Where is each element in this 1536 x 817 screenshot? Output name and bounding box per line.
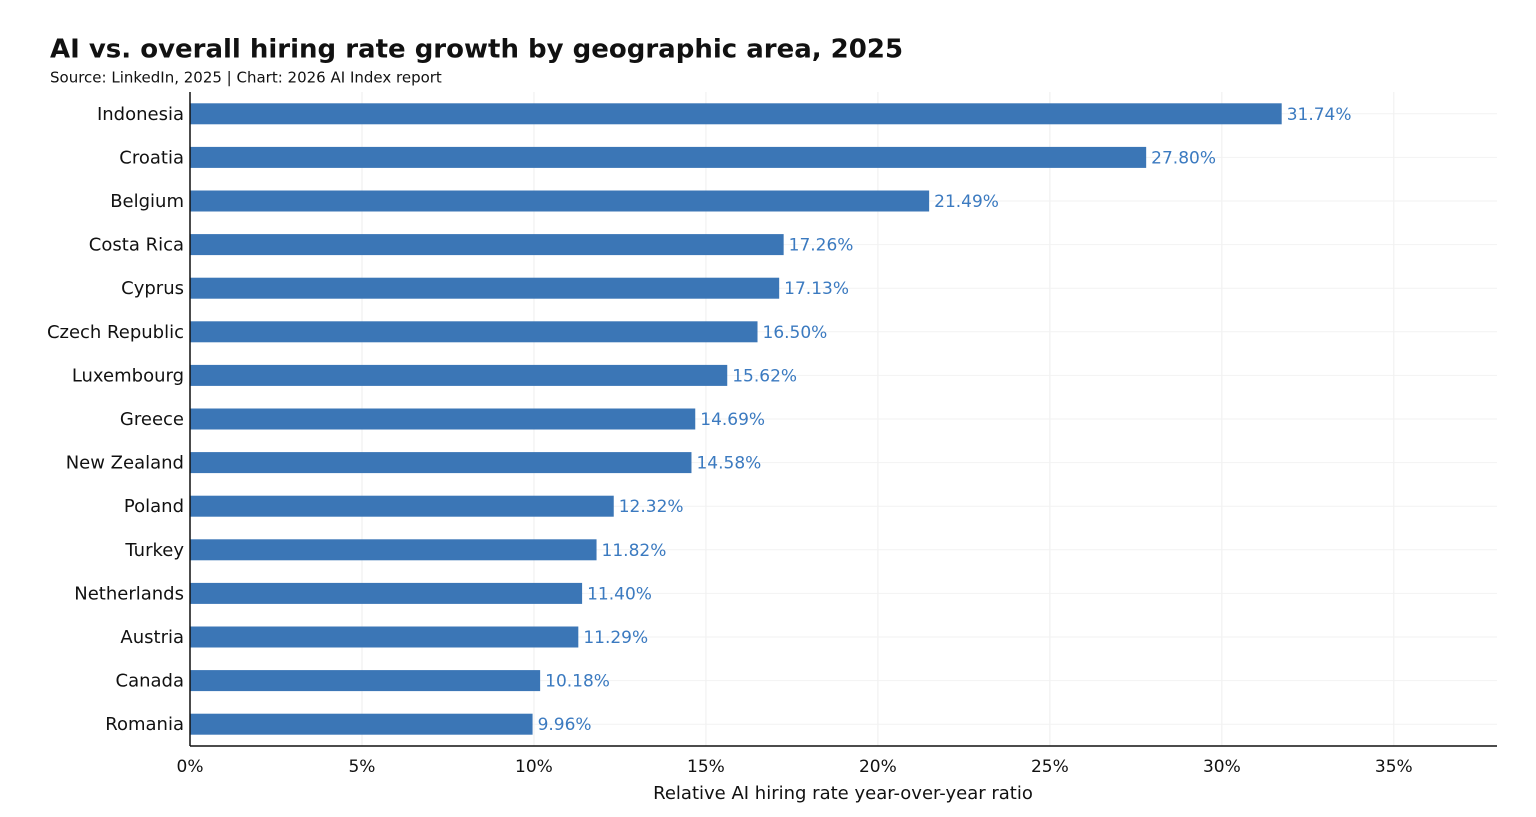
x-tick-label: 20% — [859, 757, 897, 777]
bar — [190, 495, 614, 517]
y-tick-label: Austria — [120, 627, 184, 648]
bar — [190, 277, 780, 299]
value-label: 9.96% — [538, 715, 592, 735]
y-tick-label: Greece — [120, 409, 184, 430]
x-tick-label: 0% — [177, 757, 204, 777]
value-label: 31.74% — [1287, 105, 1352, 125]
y-tick-label: Czech Republic — [47, 322, 184, 343]
value-label: 17.13% — [784, 279, 849, 299]
bar — [190, 321, 758, 343]
x-tick-label: 25% — [1031, 757, 1069, 777]
bar — [190, 103, 1282, 125]
value-label: 11.29% — [583, 628, 648, 648]
value-label: 21.49% — [934, 192, 999, 212]
value-label: 12.32% — [619, 497, 684, 517]
bar — [190, 539, 597, 561]
bar — [190, 190, 930, 212]
y-tick-label: Poland — [124, 496, 184, 517]
value-label: 17.26% — [789, 236, 854, 256]
value-label: 14.58% — [696, 454, 761, 474]
value-label: 14.69% — [700, 410, 765, 430]
bar — [190, 582, 583, 604]
value-label: 11.40% — [587, 584, 652, 604]
bar — [190, 452, 692, 474]
bar — [190, 364, 728, 386]
y-tick-label: Indonesia — [97, 104, 184, 125]
bar — [190, 713, 533, 735]
x-tick-label: 10% — [515, 757, 553, 777]
y-tick-label: Netherlands — [74, 583, 184, 604]
value-label: 10.18% — [545, 672, 610, 692]
value-label: 27.80% — [1151, 148, 1216, 168]
bar — [190, 670, 541, 692]
x-axis-title: Relative AI hiring rate year-over-year r… — [653, 783, 1033, 804]
y-tick-label: Croatia — [119, 147, 184, 168]
y-tick-label: Romania — [105, 714, 184, 735]
bar — [190, 234, 784, 256]
value-label: 15.62% — [732, 366, 797, 386]
chart-subtitle: Source: LinkedIn, 2025 | Chart: 2026 AI … — [50, 69, 442, 87]
x-tick-label: 5% — [348, 757, 375, 777]
bar — [190, 626, 579, 648]
x-tick-label: 35% — [1375, 757, 1413, 777]
y-tick-label: Cyprus — [121, 278, 184, 299]
y-tick-label: New Zealand — [66, 453, 184, 474]
value-label: 11.82% — [602, 541, 667, 561]
y-tick-label: Turkey — [124, 540, 184, 561]
x-tick-label: 15% — [687, 757, 725, 777]
value-label: 16.50% — [763, 323, 828, 343]
y-tick-label: Costa Rica — [89, 235, 184, 256]
chart-title: AI vs. overall hiring rate growth by geo… — [50, 35, 903, 65]
bar — [190, 408, 696, 430]
y-tick-label: Belgium — [110, 191, 184, 212]
y-tick-label: Canada — [116, 671, 185, 692]
bar — [190, 146, 1147, 168]
y-tick-label: Luxembourg — [72, 365, 184, 386]
x-tick-label: 30% — [1203, 757, 1241, 777]
